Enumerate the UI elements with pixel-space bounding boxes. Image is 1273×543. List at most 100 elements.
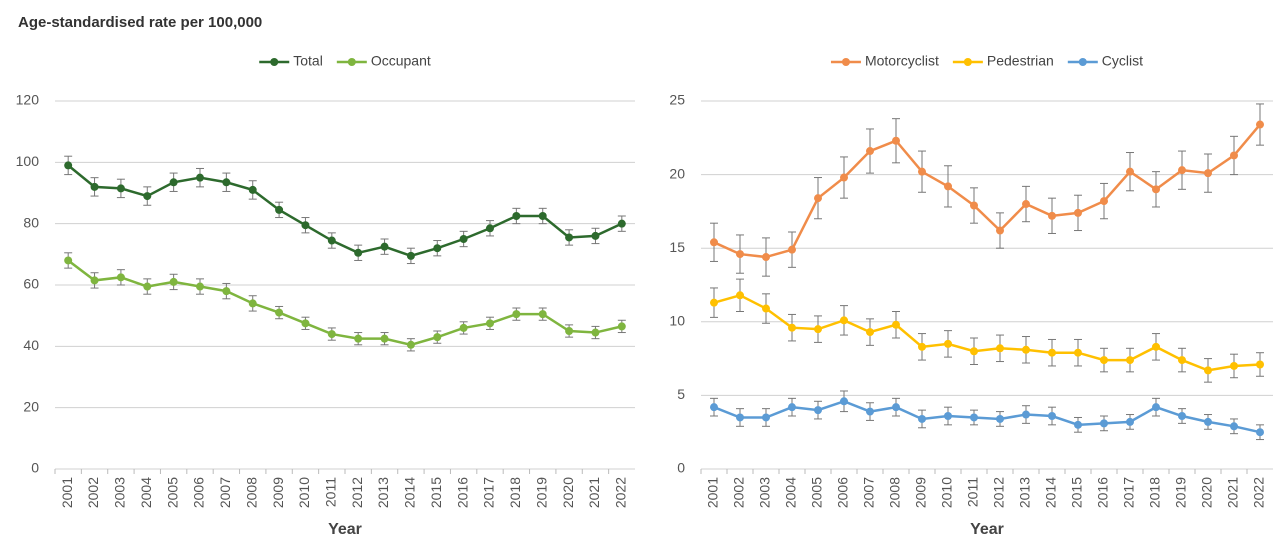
data-point — [762, 413, 770, 422]
series-line — [713, 399, 1261, 434]
data-point — [196, 173, 204, 182]
data-point — [970, 413, 978, 422]
data-point — [1126, 356, 1134, 365]
data-point — [892, 136, 900, 145]
data-point — [116, 273, 125, 282]
x-tick-label: 2020 — [560, 477, 576, 508]
data-point — [354, 248, 363, 257]
x-tick-label: 2018 — [507, 477, 523, 508]
data-point — [486, 319, 494, 328]
data-point — [1230, 151, 1238, 160]
x-tick-label: 2022 — [613, 477, 629, 508]
x-tick-label: 2019 — [1173, 477, 1189, 508]
x-tick-label: 2011 — [323, 477, 339, 507]
data-point — [1152, 185, 1160, 194]
data-point — [970, 201, 978, 210]
data-point — [1204, 366, 1212, 375]
y-tick-label: 0 — [31, 460, 39, 476]
data-point — [90, 182, 99, 191]
data-point — [354, 334, 363, 343]
data-point — [591, 231, 600, 240]
x-tick-label: 2005 — [809, 477, 825, 508]
data-point — [944, 412, 952, 421]
data-point — [327, 236, 336, 245]
data-point — [169, 277, 178, 286]
data-point — [814, 325, 822, 334]
legend-label: Pedestrian — [987, 53, 1054, 69]
data-point — [840, 173, 848, 182]
x-tick-label: 2016 — [454, 477, 470, 508]
data-point — [736, 250, 744, 259]
data-point — [788, 245, 796, 254]
x-tick-label: 2013 — [375, 477, 391, 508]
data-point — [788, 323, 796, 332]
x-tick-label: 2001 — [705, 477, 721, 508]
data-point — [1022, 200, 1030, 209]
x-tick-label: 2007 — [217, 477, 233, 508]
legend-label: Motorcyclist — [865, 53, 939, 69]
data-point — [459, 323, 468, 332]
x-tick-label: 2016 — [1095, 477, 1111, 508]
data-point — [710, 403, 718, 412]
data-point — [1074, 348, 1082, 357]
data-point — [996, 226, 1004, 235]
x-tick-label: 2001 — [59, 477, 75, 508]
y-tick-label: 15 — [669, 239, 685, 255]
data-point — [736, 291, 744, 300]
data-point — [918, 414, 926, 423]
x-tick-label: 2021 — [586, 477, 602, 508]
data-point — [1100, 419, 1108, 428]
x-tick-label: 2009 — [270, 477, 286, 508]
data-point — [1074, 420, 1082, 429]
x-tick-label: 2003 — [112, 477, 128, 508]
data-point — [866, 147, 874, 156]
x-tick-label: 2014 — [402, 477, 418, 508]
x-tick-label: 2005 — [164, 477, 180, 508]
data-point — [1048, 348, 1056, 357]
data-point — [1048, 211, 1056, 220]
x-tick-label: 2004 — [783, 477, 799, 508]
data-point — [710, 238, 718, 247]
data-point — [406, 340, 415, 349]
data-point — [1178, 166, 1186, 175]
data-point — [736, 413, 744, 422]
y-tick-label: 20 — [23, 398, 39, 414]
data-point — [1178, 356, 1186, 365]
legend-label: Total — [293, 53, 323, 69]
data-point — [380, 334, 389, 343]
data-point — [512, 212, 521, 220]
data-point — [1256, 120, 1264, 129]
data-point — [1022, 410, 1030, 419]
legend-marker — [841, 58, 850, 66]
x-tick-label: 2017 — [1121, 477, 1137, 508]
chart-title: Age-standardised rate per 100,000 — [18, 14, 262, 31]
x-tick-label: 2004 — [138, 477, 154, 508]
data-point — [433, 244, 442, 253]
data-point — [840, 397, 848, 406]
data-point — [1048, 412, 1056, 421]
data-point — [1152, 342, 1160, 351]
x-tick-label: 2010 — [939, 477, 955, 508]
legend-marker — [963, 58, 972, 66]
x-tick-label: 2021 — [1225, 477, 1241, 508]
y-tick-label: 20 — [669, 165, 685, 181]
data-point — [248, 299, 257, 308]
data-point — [64, 161, 73, 170]
x-tick-label: 2012 — [349, 477, 365, 508]
x-tick-label: 2017 — [481, 477, 497, 508]
data-point — [538, 310, 547, 319]
y-tick-label: 0 — [677, 460, 685, 476]
data-point — [944, 339, 952, 348]
data-point — [1100, 356, 1108, 365]
x-tick-label: 2015 — [1069, 477, 1085, 508]
data-point — [944, 182, 952, 191]
data-point — [275, 205, 284, 214]
data-point — [591, 328, 600, 337]
x-tick-label: 2009 — [913, 477, 929, 508]
x-tick-label: 2013 — [1017, 477, 1033, 508]
legend-label: Cyclist — [1102, 53, 1143, 69]
data-point — [1204, 417, 1212, 426]
y-tick-label: 10 — [669, 313, 685, 329]
data-point — [866, 328, 874, 337]
data-point — [248, 185, 257, 194]
